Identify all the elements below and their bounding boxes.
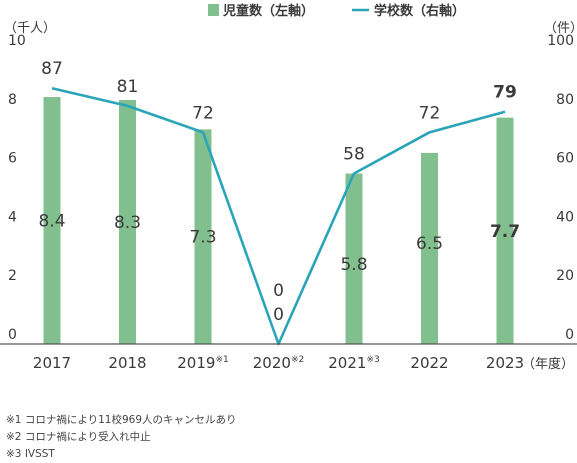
bar [43,97,61,344]
line-data-label: 81 [117,77,139,97]
bar [119,99,136,344]
left-tick-label: 6 [8,151,17,167]
x-tick-label: 2021※3 [328,354,379,372]
left-axis-unit: （千人） [4,21,56,36]
x-tick-year: 2023 [486,354,524,372]
line-data-label: 87 [41,59,63,79]
x-tick-year: 2019 [177,354,215,372]
x-tick-label: 2023 [486,354,524,372]
x-tick-label: 2017 [33,354,71,372]
bar-data-label: 7.7 [490,222,520,242]
bar [194,129,212,344]
x-tick-year: 2017 [33,354,71,372]
legend-line-label: 学校数（右軸） [374,3,465,19]
x-tick-label: 2022 [410,354,448,372]
footnote-3: ※3 IVSST [6,448,55,460]
x-tick-year: 2021 [328,354,366,372]
x-axis-unit: （年度） [522,356,574,372]
line-data-label: 0 [273,281,284,301]
left-tick-label: 0 [8,327,17,343]
x-axis: 2017 2018 2019※1 2020※2 2021※3 2022 2023（年度） [0,343,577,372]
left-tick-label: 8 [8,92,17,108]
bar-series [43,97,514,345]
bar-data-label: 8.4 [38,212,65,232]
line-data-label: 79 [493,83,517,103]
left-tick-label: 2 [8,268,17,284]
right-tick-label: 40 [556,209,574,225]
bar-data-label: 5.8 [340,255,367,275]
x-tick-footnote-mark: ※3 [366,355,379,365]
chart-legend: 児童数（左軸） 学校数（右軸） [208,3,465,19]
line-data-label: 72 [192,103,214,123]
bar [345,173,363,344]
x-tick-year: 2020 [253,354,291,372]
right-tick-label: 0 [565,327,574,343]
right-tick-label: 80 [556,92,574,108]
footnotes: ※1 コロナ禍により11校969人のキャンセルあり ※2 コロナ禍により受入れ中… [6,412,237,463]
legend-bar-swatch [208,4,219,16]
x-tick-label: 2019※1 [177,354,228,372]
line-data-label: 72 [419,103,441,123]
x-tick-footnote-mark: ※2 [291,355,304,365]
bar [496,117,514,345]
x-tick-year: 2022 [410,354,448,372]
left-tick-label: 10 [8,33,26,49]
x-tick-label: 2020※2 [253,354,304,372]
right-tick-label: 20 [556,268,574,284]
combo-chart: 児童数（左軸）学校数（右軸） （千人）（件）024681002040608010… [0,3,577,372]
right-axis-unit: （件） [544,21,577,36]
bar-data-label: 0 [273,305,284,325]
bar-data-label: 8.3 [114,213,141,233]
footnote-2: ※2 コロナ禍により受入れ中止 [6,431,151,443]
right-tick-label: 100 [547,33,574,49]
legend-bar-label: 児童数（左軸） [222,3,314,19]
x-tick-label: 2018 [108,354,146,372]
bar [421,152,438,344]
line-data-label: 58 [343,144,365,164]
right-tick-label: 60 [556,151,574,167]
bar-data-label: 7.3 [189,228,216,248]
x-tick-year: 2018 [108,354,146,372]
data-labels: 87 81 72 0 58 72 79 8.4 8.3 7.3 0 5.8 6.5 7.7 [38,59,520,325]
bar-data-label: 6.5 [416,234,443,254]
left-tick-label: 4 [8,209,17,225]
x-tick-footnote-mark: ※1 [215,355,228,365]
footnote-1: ※1 コロナ禍により11校969人のキャンセルあり [6,414,237,426]
